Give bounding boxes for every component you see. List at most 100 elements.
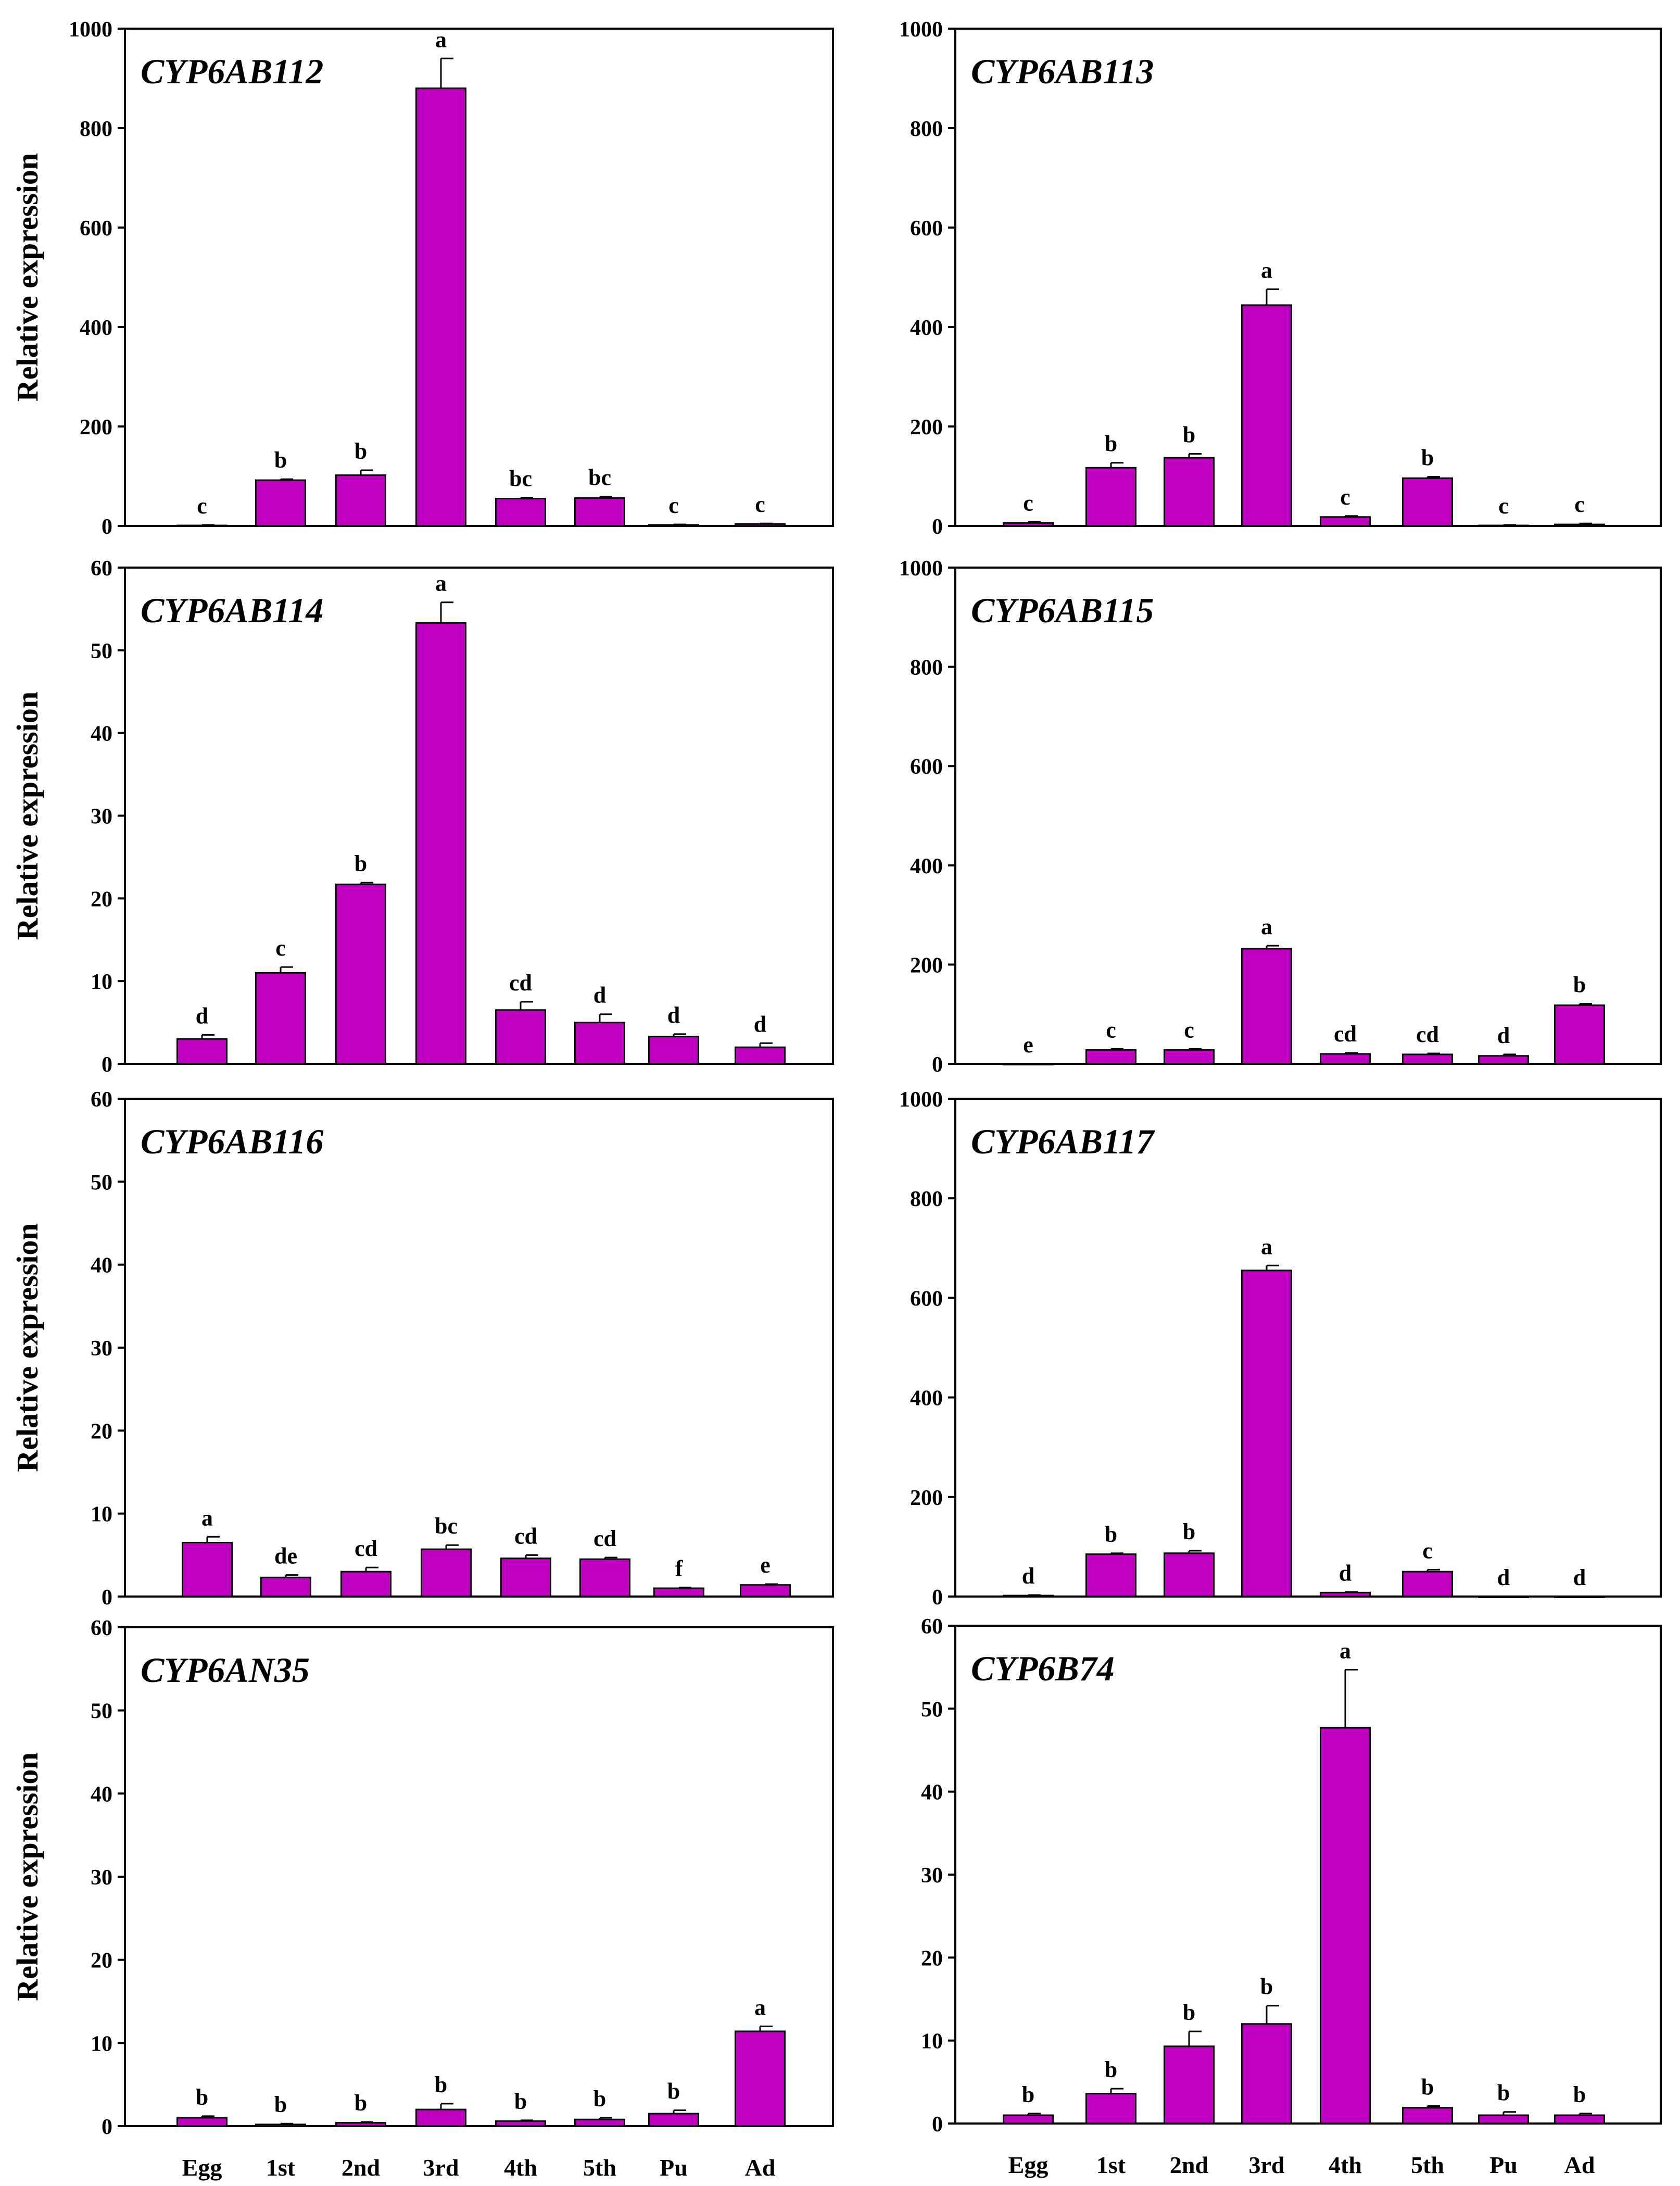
- y-tick-label: 30: [91, 1337, 112, 1361]
- y-tick-label: 10: [91, 1503, 112, 1527]
- significance-label: cd: [355, 1536, 377, 1561]
- significance-label: b: [1183, 2000, 1195, 2025]
- bar-ad: [735, 1046, 786, 1065]
- significance-label: d: [196, 1003, 208, 1028]
- y-tick-label: 40: [91, 1782, 112, 1806]
- bar-3rd: [415, 87, 466, 527]
- significance-label: b: [1105, 2057, 1117, 2082]
- significance-label: b: [1421, 2075, 1434, 2100]
- y-tick-label: 50: [921, 1698, 943, 1722]
- significance-label: d: [593, 983, 606, 1008]
- bar-pu: [648, 1036, 699, 1065]
- y-tick-label: 0: [102, 2115, 112, 2139]
- significance-label: c: [1023, 490, 1033, 516]
- x-tick-label: 3rd: [1249, 2152, 1285, 2178]
- significance-label: b: [355, 438, 367, 464]
- y-tick-label: 400: [910, 855, 943, 878]
- significance-label: d: [1497, 1023, 1510, 1048]
- x-tick-label: Ad: [745, 2154, 776, 2181]
- bar-ad: [740, 1584, 791, 1598]
- significance-label: a: [435, 27, 447, 52]
- bar-pu: [653, 1587, 704, 1598]
- y-tick-label: 30: [921, 1864, 943, 1888]
- y-tick-label: 10: [91, 2032, 112, 2056]
- significance-label: c: [1106, 1017, 1116, 1042]
- y-tick-label: 800: [80, 117, 112, 141]
- significance-label: e: [1023, 1032, 1033, 1058]
- significance-label: c: [668, 493, 679, 518]
- x-tick-label: Egg: [1008, 2152, 1049, 2178]
- y-tick-label: 1000: [899, 557, 943, 581]
- bar-4th: [495, 1009, 546, 1065]
- x-tick-label: 5th: [583, 2154, 616, 2181]
- y-axis-label: Relative expression: [10, 692, 44, 940]
- bar-4th: [1320, 1053, 1371, 1065]
- bar-3rd: [415, 622, 466, 1065]
- bar-1st: [1085, 467, 1136, 527]
- significance-label: a: [1261, 1234, 1272, 1259]
- y-tick-label: 40: [91, 1254, 112, 1278]
- bar-2nd: [1164, 1049, 1215, 1065]
- bar-5th: [1402, 1571, 1453, 1598]
- plot-frame: [954, 567, 1662, 1065]
- y-tick-label: 20: [91, 887, 112, 911]
- panel-title: CYP6AN35: [141, 1650, 310, 1690]
- significance-label: b: [274, 447, 287, 473]
- significance-label: b: [435, 2072, 447, 2097]
- y-tick-label: 60: [91, 1616, 112, 1640]
- bar-ad: [1554, 1004, 1605, 1065]
- bar-pu: [1478, 1055, 1529, 1065]
- bar-3rd: [415, 2108, 466, 2127]
- significance-label: a: [201, 1505, 213, 1530]
- significance-label: c: [197, 493, 207, 519]
- y-tick-label: 1000: [899, 1088, 943, 1112]
- significance-label: cd: [1416, 1022, 1439, 1047]
- y-tick-label: 20: [91, 1949, 112, 1973]
- bar-5th: [574, 497, 625, 527]
- panel-title: CYP6AB115: [971, 591, 1154, 630]
- y-tick-label: 800: [910, 1187, 943, 1211]
- x-tick-label: Pu: [660, 2154, 688, 2181]
- x-tick-label: 1st: [266, 2154, 296, 2181]
- panel-title: CYP6B74: [971, 1649, 1115, 1688]
- bar-1st: [255, 2124, 306, 2127]
- panel-title: CYP6AB113: [971, 52, 1154, 91]
- bar-1st: [1085, 2093, 1136, 2125]
- y-tick-label: 600: [910, 755, 943, 779]
- significance-label: d: [1573, 1565, 1586, 1590]
- y-tick-label: 1000: [69, 18, 112, 42]
- y-tick-label: 0: [932, 515, 943, 539]
- bar-2nd: [335, 474, 386, 527]
- y-axis-label: Relative expression: [10, 153, 44, 401]
- panel-cyp6ab114: 0 10 20 30 40 50 60 CYP6AB114 Relative expressio…: [10, 557, 834, 1077]
- bar-1st: [255, 972, 306, 1065]
- panel-cyp6b74: 0 10 20 30 40 50 60 CYP6B74 b b b b a b b b Egg 1st 2nd 3rd…: [921, 1615, 1662, 2178]
- bar-2nd: [1164, 1552, 1215, 1598]
- significance-label: b: [274, 2092, 287, 2117]
- significance-label: c: [1422, 1538, 1433, 1563]
- bar-ad: [735, 523, 786, 527]
- bar-2nd: [340, 1571, 391, 1598]
- y-tick-label: 400: [80, 316, 112, 340]
- significance-label: b: [514, 2089, 527, 2114]
- x-tick-label: 1st: [1096, 2152, 1126, 2178]
- plot-frame: [124, 28, 834, 527]
- y-tick-label: 0: [102, 1586, 112, 1610]
- significance-label: e: [760, 1552, 770, 1578]
- significance-label: de: [274, 1543, 297, 1569]
- y-axis-label: Relative expression: [10, 1752, 44, 2001]
- panel-cyp6ab113: 0 200 400 600 800 1000 CYP6AB113 c b b a c b c c: [899, 18, 1662, 539]
- y-tick-label: 40: [921, 1781, 943, 1805]
- significance-label: bc: [588, 465, 611, 491]
- y-tick-label: 60: [91, 557, 112, 581]
- significance-label: b: [667, 2079, 680, 2104]
- significance-label: cd: [514, 1523, 537, 1549]
- y-tick-label: 200: [910, 1486, 943, 1510]
- bar-1st: [1085, 1049, 1136, 1065]
- plot-frame: [954, 28, 1662, 527]
- bar-egg: [1003, 2114, 1054, 2125]
- panel-cyp6ab112: 0 200 400 600 800 1000 CYP6AB112 Relative expre…: [10, 18, 834, 539]
- y-tick-label: 30: [91, 805, 112, 829]
- bar-5th: [1402, 1053, 1453, 1065]
- y-tick-label: 30: [91, 1866, 112, 1890]
